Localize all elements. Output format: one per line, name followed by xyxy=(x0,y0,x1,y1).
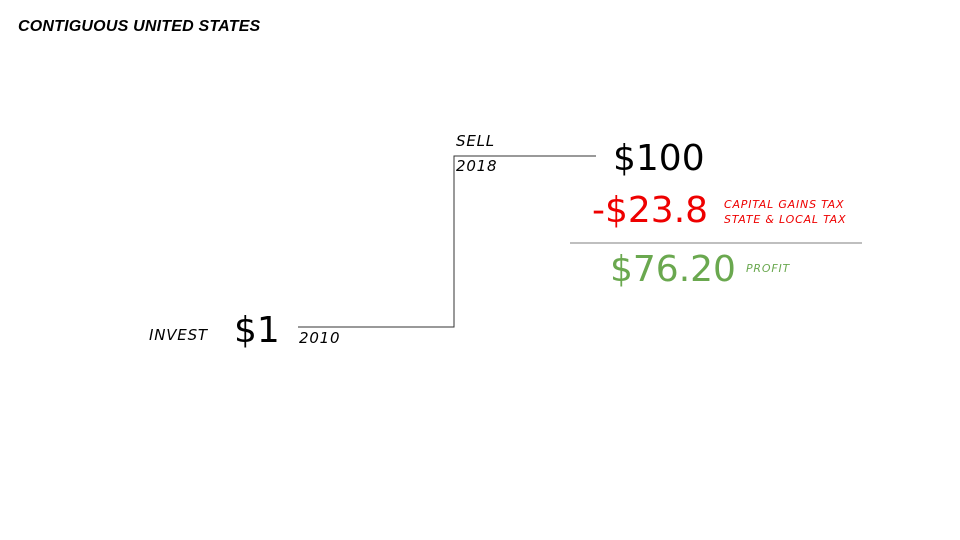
tax-label-state-local: STATE & LOCAL TAX xyxy=(724,213,847,226)
profit-amount: $76.20 xyxy=(610,249,736,290)
slide-title: CONTIGUOUS UNITED STATES xyxy=(18,18,261,35)
profit-label: PROFIT xyxy=(746,262,791,275)
invest-amount: $1 xyxy=(234,310,280,351)
step-line xyxy=(298,155,596,328)
invest-label: INVEST xyxy=(149,326,208,344)
invest-year: 2010 xyxy=(299,329,341,347)
tax-amount: -$23.8 xyxy=(592,190,709,231)
sell-year: 2018 xyxy=(456,157,498,175)
sell-amount: $100 xyxy=(613,138,705,179)
tax-label-capital-gains: CAPITAL GAINS TAX xyxy=(724,198,845,211)
sell-label: SELL xyxy=(456,132,495,150)
